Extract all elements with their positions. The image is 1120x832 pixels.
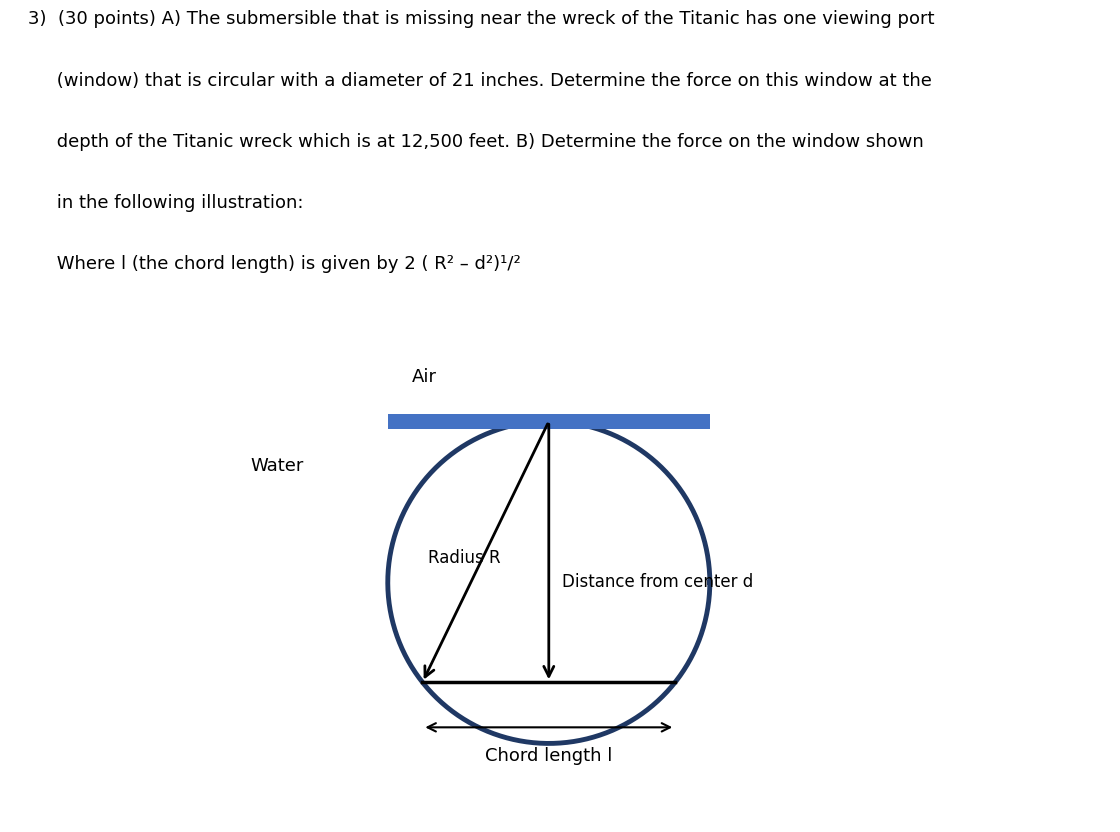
- Text: depth of the Titanic wreck which is at 12,500 feet. B) Determine the force on th: depth of the Titanic wreck which is at 1…: [28, 133, 924, 151]
- Text: Water: Water: [251, 457, 305, 475]
- Text: Chord length l: Chord length l: [485, 746, 613, 765]
- Text: Where l (the chord length) is given by 2 ( R² – d²)¹/²: Where l (the chord length) is given by 2…: [28, 255, 521, 273]
- Bar: [388, 414, 710, 428]
- Text: in the following illustration:: in the following illustration:: [28, 194, 304, 212]
- Text: (window) that is circular with a diameter of 21 inches. Determine the force on t: (window) that is circular with a diamete…: [28, 72, 932, 90]
- Text: 3)  (30 points) A) The submersible that is missing near the wreck of the Titanic: 3) (30 points) A) The submersible that i…: [28, 11, 934, 28]
- Text: Distance from center d: Distance from center d: [562, 573, 753, 592]
- Bar: [339, 318, 758, 414]
- Text: Air: Air: [412, 368, 437, 386]
- Text: Radius R: Radius R: [428, 549, 501, 567]
